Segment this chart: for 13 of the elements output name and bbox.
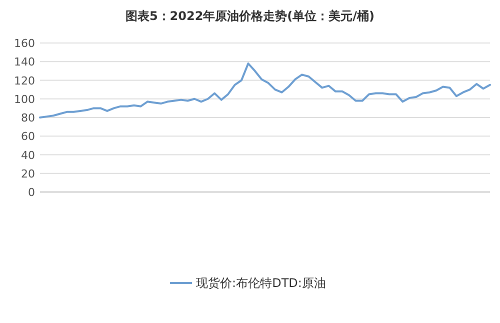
y-tick-label: 40 bbox=[21, 148, 35, 162]
y-tick-label: 80 bbox=[21, 112, 35, 124]
y-tick-label: 60 bbox=[21, 130, 35, 144]
y-tick-label: 140 bbox=[14, 56, 35, 69]
line-series bbox=[39, 62, 491, 118]
y-tick-label: 120 bbox=[14, 74, 35, 88]
y-tick-label: 20 bbox=[21, 167, 35, 180]
y-tick-label: 0 bbox=[28, 186, 35, 199]
legend: 现货价:布伦特DTD:原油 bbox=[170, 276, 326, 290]
chart-title: 图表5：2022年原油价格走势(单位：美元/桶) bbox=[125, 9, 375, 23]
y-tick-label: 100 bbox=[14, 92, 35, 106]
y-tick-label: 160 bbox=[14, 37, 35, 50]
legend-label: 现货价:布伦特DTD:原油 bbox=[196, 276, 326, 290]
